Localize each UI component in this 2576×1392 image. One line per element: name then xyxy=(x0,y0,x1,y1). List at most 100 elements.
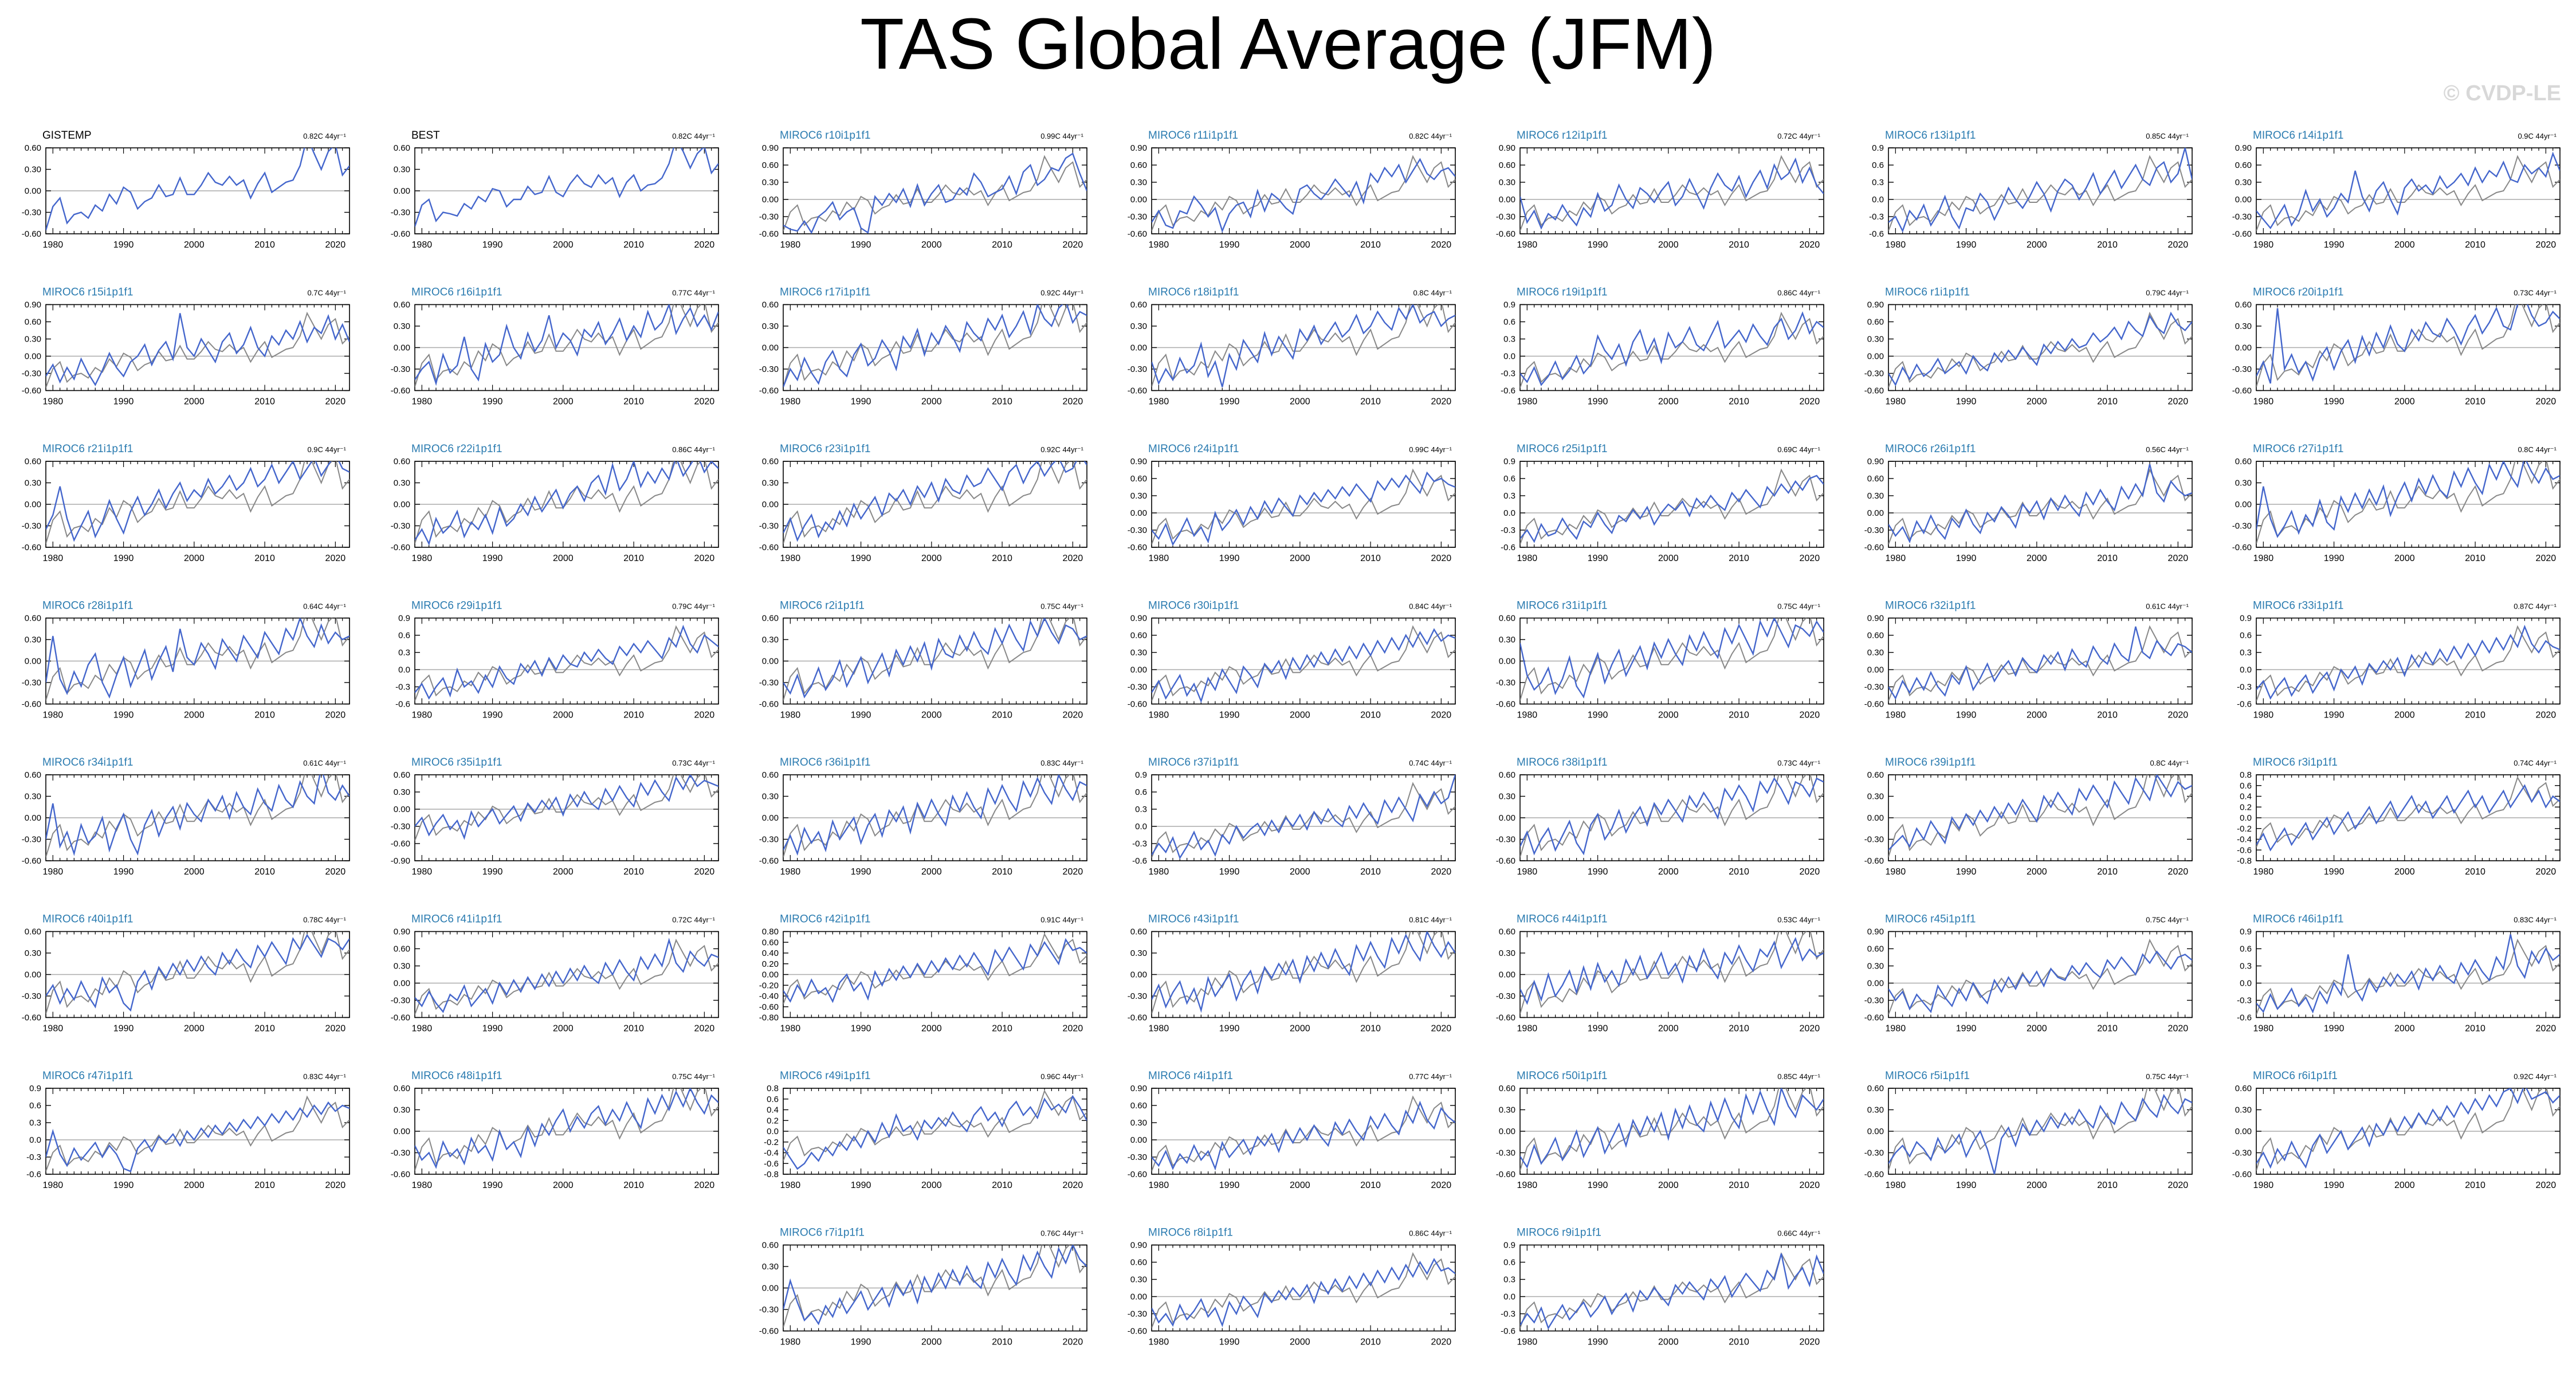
y-tick-label: -0.30 xyxy=(759,835,779,845)
x-tick-label: 2000 xyxy=(1290,711,1310,720)
x-tick-label: 1990 xyxy=(482,240,503,250)
panel-title: MIROC6 r13i1p1f1 xyxy=(1885,130,1976,142)
obs-series-line xyxy=(783,932,1087,1005)
y-tick-label: 0.60 xyxy=(1867,474,1884,484)
member-series-line xyxy=(1520,157,1824,230)
y-tick-label: -0.60 xyxy=(1128,229,1147,239)
panel: MIROC6 r30i1p1f1 0.84C 44yr⁻¹ -0.60 -0.30 0.… xyxy=(1128,600,1456,720)
y-tick-label: 0.00 xyxy=(25,657,41,666)
x-tick-label: 2010 xyxy=(2097,240,2118,250)
x-tick-label: 1980 xyxy=(780,711,801,720)
x-tick-label: 2020 xyxy=(2168,711,2189,720)
y-tick-label: -0.3 xyxy=(395,683,410,692)
y-tick-label: -0.30 xyxy=(1864,369,1884,379)
panel: MIROC6 r38i1p1f1 0.73C 44yr⁻¹ -0.60 -0.30 0.… xyxy=(1496,756,1824,877)
y-tick-label: 0.00 xyxy=(1867,508,1884,518)
y-tick-label: -0.30 xyxy=(22,678,41,688)
page-title: TAS Global Average (JFM) xyxy=(860,3,1716,84)
x-tick-label: 2020 xyxy=(1431,554,1452,563)
x-tick-label: 2020 xyxy=(1800,397,1820,407)
x-tick-label: 2020 xyxy=(1063,554,1083,563)
x-tick-label: 1990 xyxy=(1956,554,1977,563)
y-tick-label: -0.8 xyxy=(2237,856,2252,866)
y-tick-label: -0.60 xyxy=(1496,229,1515,239)
x-tick-label: 1980 xyxy=(1886,240,1906,250)
x-tick-label: 2020 xyxy=(1431,867,1452,877)
x-tick-label: 1990 xyxy=(2324,240,2345,250)
panel: MIROC6 r42i1p1f1 0.91C 44yr⁻¹-0.80-0.60-0… xyxy=(759,913,1087,1034)
x-tick-label: 2010 xyxy=(992,240,1012,250)
y-tick-label: 0.60 xyxy=(762,160,779,170)
x-tick-label: 2000 xyxy=(2394,240,2415,250)
y-tick-label: 0.9 xyxy=(1135,770,1147,780)
x-tick-label: 1980 xyxy=(2253,711,2274,720)
y-tick-label: 0.30 xyxy=(1130,321,1147,331)
y-tick-label: -0.3 xyxy=(26,1152,41,1162)
y-tick-label: 0.30 xyxy=(25,479,41,488)
y-tick-label: 0.00 xyxy=(394,979,410,989)
panel-trend: 0.73C 44yr⁻¹ xyxy=(672,759,715,767)
member-series-line xyxy=(2256,461,2560,538)
panel-trend: 0.75C 44yr⁻¹ xyxy=(1777,602,1820,611)
y-tick-label: 0.90 xyxy=(1499,143,1515,153)
y-tick-label: 0.60 xyxy=(1499,614,1515,624)
y-tick-label: -0.20 xyxy=(759,981,779,990)
x-tick-label: 2000 xyxy=(921,1024,942,1034)
obs-series-line xyxy=(1520,155,1824,232)
panel: MIROC6 r10i1p1f1 0.99C 44yr⁻¹ -0.60 -0.30 0.… xyxy=(759,130,1087,250)
y-tick-label: 0.3 xyxy=(2240,648,2252,658)
member-series-line xyxy=(415,938,718,1013)
y-tick-label: 0.30 xyxy=(1499,948,1515,958)
obs-series-line xyxy=(415,461,718,544)
panel-title: MIROC6 r32i1p1f1 xyxy=(1885,600,1976,612)
panel: GISTEMP 0.82C 44yr⁻¹ -0.60 -0.30 0.00 0.30 0.6… xyxy=(22,130,350,250)
obs-series-line xyxy=(415,304,718,387)
x-tick-label: 2010 xyxy=(2465,1024,2485,1034)
panel-trend: 0.8C 44yr⁻¹ xyxy=(2150,759,2189,767)
y-tick-label: -0.30 xyxy=(1496,212,1515,222)
y-tick-label: -0.30 xyxy=(22,835,41,845)
y-tick-label: -0.6 xyxy=(26,1170,41,1179)
x-tick-label: 2010 xyxy=(1360,397,1381,407)
y-tick-label: -0.60 xyxy=(22,1013,41,1023)
y-tick-label: -0.60 xyxy=(759,543,779,552)
x-tick-label: 1990 xyxy=(1956,1024,1977,1034)
y-tick-label: -0.6 xyxy=(1132,856,1147,866)
y-tick-label: 0.6 xyxy=(2240,944,2252,954)
panel: MIROC6 r3i1p1f1 0.74C 44yr⁻¹ -0.8-0.6-0.4-… xyxy=(2237,756,2561,877)
panel-title: MIROC6 r20i1p1f1 xyxy=(2253,287,2343,299)
panel-title: MIROC6 r17i1p1f1 xyxy=(780,287,870,299)
x-tick-label: 2000 xyxy=(2394,711,2415,720)
y-tick-label: 0.9 xyxy=(1503,457,1515,466)
x-tick-label: 1990 xyxy=(1219,397,1240,407)
y-tick-label: 0.60 xyxy=(1499,160,1515,170)
y-tick-label: 0.0 xyxy=(398,665,410,675)
panel-trend: 0.99C 44yr⁻¹ xyxy=(1409,445,1452,454)
x-tick-label: 1980 xyxy=(1517,240,1538,250)
panel: MIROC6 r17i1p1f1 0.92C 44yr⁻¹ -0.60 -0.30 0.… xyxy=(759,287,1087,407)
y-tick-label: 0.6 xyxy=(398,631,410,641)
y-tick-label: -0.30 xyxy=(1496,991,1515,1001)
panel-frame xyxy=(1151,617,1456,705)
y-tick-label: 0.00 xyxy=(394,186,410,196)
y-tick-label: -0.6 xyxy=(1501,386,1515,396)
panel: MIROC6 r48i1p1f1 0.75C 44yr⁻¹ -0.60 -0.30 0.… xyxy=(391,1070,719,1190)
y-tick-label: 0.30 xyxy=(1499,178,1515,187)
x-tick-label: 2010 xyxy=(2097,554,2118,563)
x-tick-label: 2010 xyxy=(623,711,644,720)
y-tick-label: -0.60 xyxy=(22,856,41,866)
x-tick-label: 2020 xyxy=(694,1024,715,1034)
member-series-line xyxy=(783,304,1087,387)
panel-title: MIROC6 r25i1p1f1 xyxy=(1517,443,1607,455)
obs-series-line xyxy=(783,304,1087,387)
x-tick-label: 2010 xyxy=(2097,711,2118,720)
y-tick-label: 0.90 xyxy=(1130,143,1147,153)
x-tick-label: 1990 xyxy=(1588,397,1608,407)
y-tick-label: 0.6 xyxy=(1503,474,1515,484)
x-tick-label: 2010 xyxy=(1360,711,1381,720)
y-tick-label: 0.00 xyxy=(762,657,779,666)
y-tick-label: 0.60 xyxy=(1867,317,1884,327)
y-tick-label: -0.6 xyxy=(2237,1013,2252,1023)
member-series-line xyxy=(1520,311,1824,386)
x-tick-label: 2020 xyxy=(694,397,715,407)
